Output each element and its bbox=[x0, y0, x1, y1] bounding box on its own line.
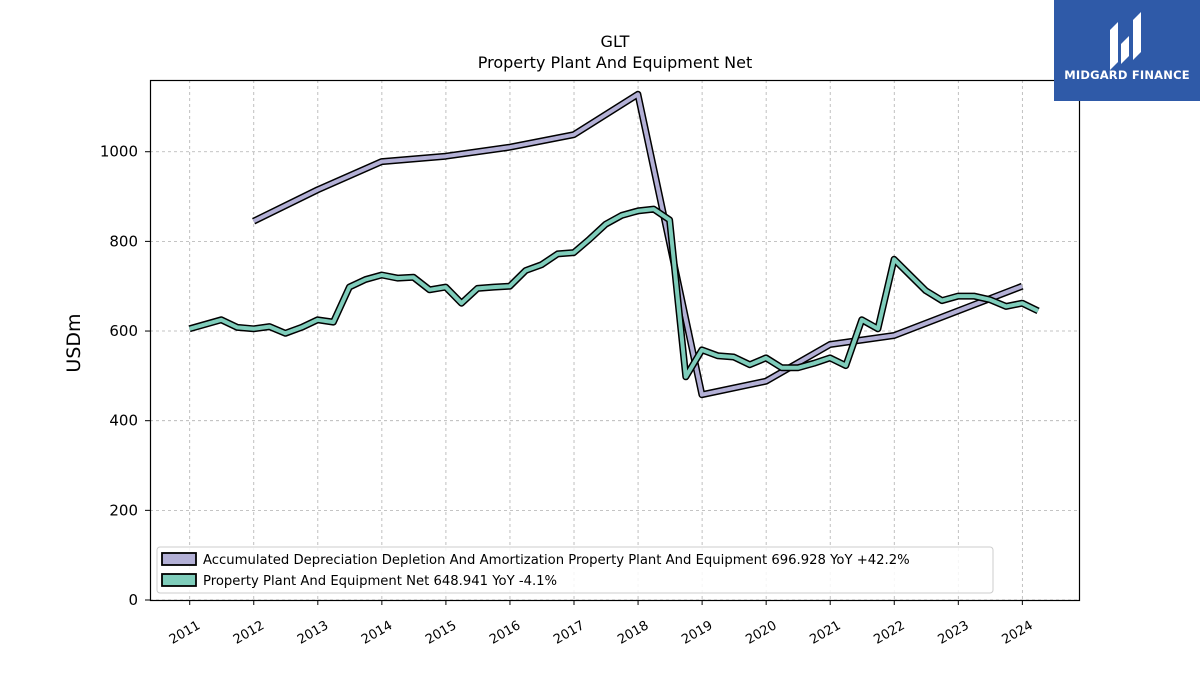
x-tick-label: 2023 bbox=[935, 618, 971, 648]
y-tick-label: 400 bbox=[109, 412, 138, 430]
x-tick-label: 2022 bbox=[871, 618, 907, 648]
chart-title: GLT bbox=[601, 32, 630, 51]
series-2 bbox=[188, 205, 1040, 381]
x-tick-label: 2018 bbox=[615, 618, 651, 648]
series-1 bbox=[252, 90, 1024, 399]
legend-label: Property Plant And Equipment Net 648.941… bbox=[203, 574, 557, 589]
x-tick-label: 2020 bbox=[743, 618, 779, 648]
x-tick-label: 2014 bbox=[359, 618, 395, 648]
x-tick-label: 2015 bbox=[423, 618, 459, 648]
plot-frame bbox=[149, 79, 1081, 602]
logo-icon bbox=[1054, 0, 1200, 101]
series-line-outline bbox=[188, 205, 1040, 381]
legend-swatch bbox=[161, 573, 197, 587]
series-layer bbox=[188, 90, 1040, 399]
x-tick-label: 2016 bbox=[487, 618, 523, 648]
y-tick-label: 1000 bbox=[100, 143, 138, 161]
y-tick-label: 600 bbox=[109, 322, 138, 340]
series-line bbox=[188, 207, 1039, 379]
legend-box bbox=[156, 546, 994, 594]
grid-lines bbox=[150, 80, 1080, 601]
y-tick-label: 200 bbox=[109, 501, 138, 519]
legend-swatch bbox=[161, 552, 197, 566]
x-tick-label: 2013 bbox=[295, 618, 331, 648]
midgard-finance-logo: MIDGARD FINANCE bbox=[1054, 0, 1200, 101]
y-axis-label: USDm bbox=[63, 313, 85, 372]
legend: Accumulated Depreciation Depletion And A… bbox=[156, 546, 994, 594]
x-tick-label: 2019 bbox=[679, 618, 715, 648]
x-tick-label: 2021 bbox=[807, 618, 843, 648]
chart-subtitle: Property Plant And Equipment Net bbox=[478, 53, 753, 72]
x-tick-label: 2017 bbox=[551, 618, 587, 648]
logo-text: MIDGARD FINANCE bbox=[1064, 68, 1190, 82]
x-tick-label: 2024 bbox=[1000, 618, 1036, 648]
series-line bbox=[252, 92, 1023, 397]
y-tick-label: 800 bbox=[109, 232, 138, 250]
legend-label: Accumulated Depreciation Depletion And A… bbox=[203, 553, 910, 568]
x-tick-label: 2011 bbox=[167, 618, 203, 648]
y-tick-label: 0 bbox=[128, 591, 138, 609]
x-tick-label: 2012 bbox=[231, 618, 267, 648]
